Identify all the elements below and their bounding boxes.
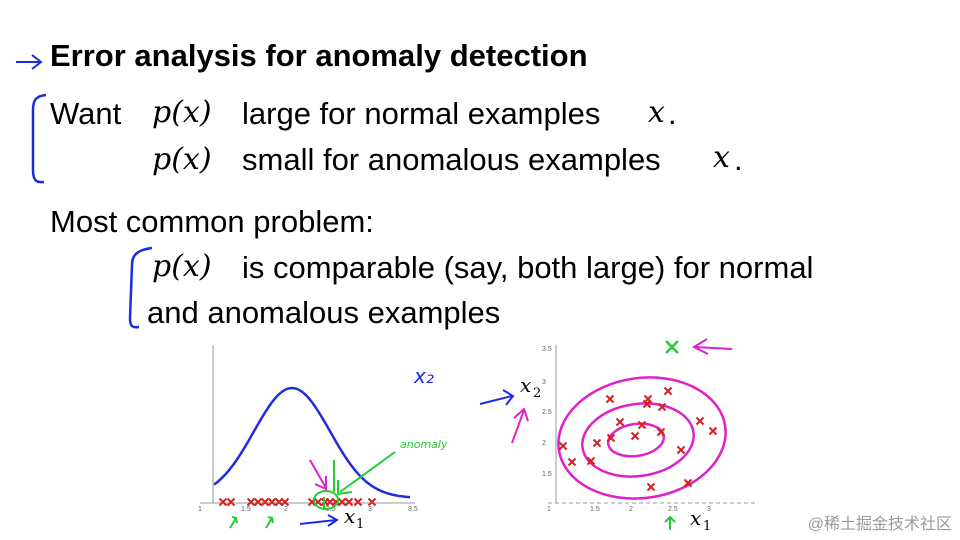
plot2-xtick-label: 3 (707, 506, 711, 513)
watermark: @稀土掘金技术社区 (807, 516, 952, 533)
plot2-markers (558, 386, 718, 492)
plot1-xtick-label: 3 (368, 506, 372, 513)
svg-text:x₂: x₂ (413, 364, 434, 388)
want-bracket-icon (31, 93, 47, 184)
plot1-data-marker (337, 497, 347, 507)
line1-period: . (668, 96, 677, 131)
plot2-xtick-label: 2.5 (668, 506, 678, 513)
plot2-xlabel: x (690, 506, 701, 530)
plot2-data-marker (606, 433, 616, 443)
px-math-2: p(x) (152, 142, 212, 177)
plot1-xlabel: x (344, 504, 355, 528)
plot2-ytick-label: 3.5 (542, 346, 552, 353)
anomaly-magenta-arrow-icon (309, 459, 327, 491)
plot1-data-marker (267, 497, 277, 507)
plot2-ytick-label: 1.5 (542, 471, 552, 478)
plot2-data-marker (657, 402, 667, 412)
plot1-axes (200, 345, 415, 504)
contour-rings (557, 376, 727, 500)
line1-text: large for normal examples (242, 96, 601, 131)
plot2-data-marker (708, 426, 718, 436)
ylabel-blue-arrow-icon (479, 389, 515, 406)
title-arrow-icon (16, 54, 43, 70)
plot2-data-marker (592, 438, 602, 448)
ylabel-magenta-arrow-icon (511, 407, 529, 444)
contour-ring (606, 422, 666, 458)
problem-line2: and anomalous examples (147, 295, 501, 330)
plot2-data-marker (605, 394, 615, 404)
anomaly-green-arrow-icon (313, 451, 396, 510)
plot1-xtick-label: 3.5 (408, 506, 418, 513)
plot2-data-marker (630, 431, 640, 441)
plot2-ylabel: x (520, 373, 531, 397)
plot2-ytick-label: 2.5 (542, 409, 552, 416)
anomaly-handwritten: anomaly (400, 438, 448, 451)
x2-handwritten: x₂ (413, 364, 434, 388)
plot2-data-marker (586, 456, 596, 466)
small-green-arrows-icon (229, 516, 274, 529)
line2-text: small for anomalous examples (242, 142, 661, 177)
px-math-3: p(x) (152, 249, 212, 284)
plot2-data-marker (663, 386, 673, 396)
plot1-ticks: 1 1.5 2 2.5 3 3.5 (198, 506, 418, 513)
plot1-xlabel-sub: 1 (356, 517, 364, 532)
plot1-xtick-label: 2 (284, 506, 288, 513)
plot2-data-marker (646, 482, 656, 492)
plot2-data-marker (637, 420, 647, 430)
px-math-1: p(x) (152, 95, 212, 130)
plot2-ylabel-sub: 2 (533, 386, 541, 401)
gaussian-curve (213, 386, 411, 499)
plot1-data-marker (367, 497, 377, 507)
plot2-ytick-label: 2 (542, 440, 546, 447)
plot1-data-marker (253, 497, 263, 507)
plot2-data-marker (558, 441, 568, 451)
plot1-data-marker (226, 497, 236, 507)
plot1-data-marker (246, 497, 256, 507)
plot2-ticks: 1 1.5 2 2.5 3 3.5 3 2.5 2 1.5 (542, 346, 711, 513)
plot2-data-marker (676, 445, 686, 455)
plot2-data-marker (615, 417, 625, 427)
plot1-data-marker (280, 497, 290, 507)
plot1-data-marker (344, 497, 354, 507)
plot2-ytick-label: 3 (542, 379, 546, 386)
line2-period: . (734, 142, 743, 177)
plot2-data-marker (683, 478, 693, 488)
slide-title: Error analysis for anomaly detection (50, 38, 588, 73)
plot2-xtick-label: 2 (629, 506, 633, 513)
bottom-blue-arrow-icon (299, 514, 339, 527)
plot1-data-marker (218, 497, 228, 507)
common-problem-heading: Most common problem: (50, 204, 374, 239)
plot2-data-marker (656, 427, 666, 437)
xlabel-green-arrow-icon (664, 515, 676, 530)
plot1-xtick-label: 1.5 (241, 506, 251, 513)
problem-bracket-icon (128, 246, 153, 329)
x-math-2: x (713, 140, 730, 175)
plot2-xtick-label: 1 (547, 506, 551, 513)
outlier-marker (665, 340, 679, 354)
plot2-data-marker (695, 416, 705, 426)
plot2-data-marker (642, 399, 652, 409)
plot2-data-marker (567, 457, 577, 467)
problem-line1: is comparable (say, both large) for norm… (242, 250, 814, 285)
plot1-xtick-label: 2.5 (326, 506, 336, 513)
plot1-xtick-label: 1 (198, 506, 202, 513)
plot1-data-marker (260, 497, 270, 507)
plot2-xlabel-sub: 1 (703, 519, 711, 534)
plot2-axes (548, 345, 755, 504)
plot1-data-marker (353, 497, 363, 507)
contour-ring (581, 402, 695, 478)
plot2-xtick-label: 1.5 (590, 506, 600, 513)
contour-ring (557, 376, 727, 500)
x-math-1: x (648, 95, 665, 130)
want-label: Want (50, 96, 122, 131)
svg-text:anomaly: anomaly (400, 438, 448, 451)
outlier-magenta-arrow-icon (691, 338, 733, 355)
